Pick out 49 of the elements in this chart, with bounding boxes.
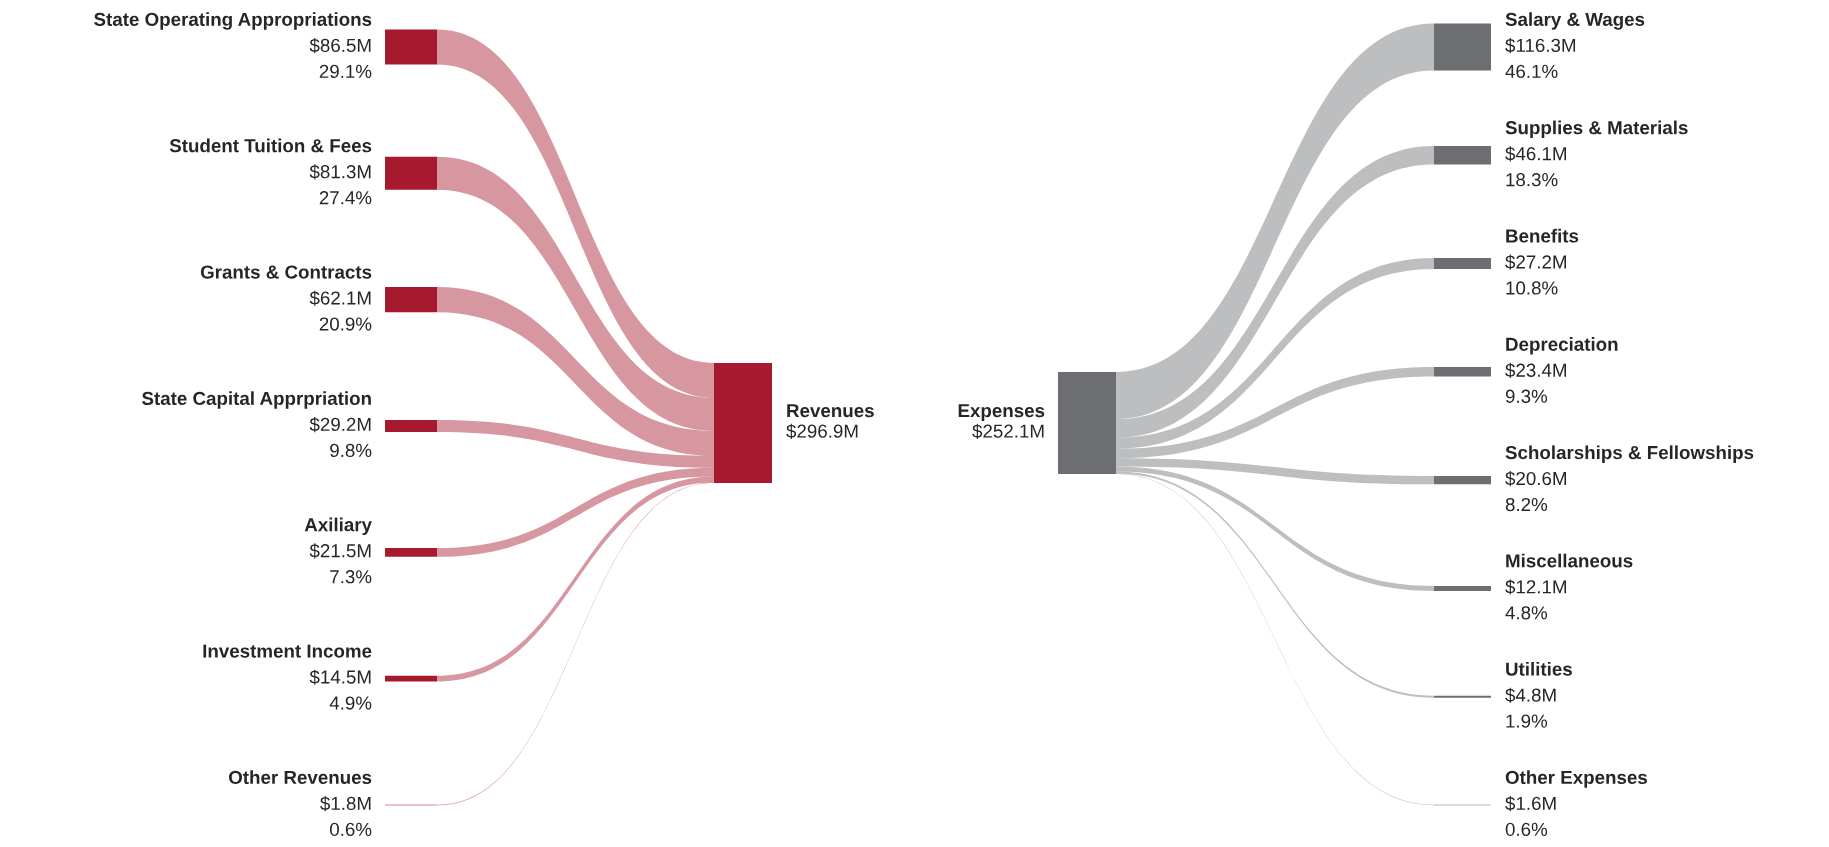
data-label: $14.5M: [309, 669, 371, 685]
data-label: $46.1M: [1505, 146, 1566, 162]
data-label: $23.4M: [1505, 362, 1566, 379]
category-label: Investment Income: [203, 644, 372, 658]
category-label: State Operating Appropriations: [94, 12, 372, 30]
text: 10.8%: [1506, 281, 1558, 295]
category-label: Miscellaneous: [1506, 553, 1633, 568]
category-label: Utilities: [1506, 661, 1572, 676]
text: 8.2%: [1505, 497, 1548, 512]
data-label: $21.5M: [309, 543, 371, 559]
data-label: $4.8M: [1505, 687, 1556, 703]
data-label: $86.5M: [309, 37, 371, 54]
category-label: Student Tuition & Fees: [169, 138, 372, 153]
category-label: Scholarships & Fellowships: [1505, 445, 1754, 463]
text: 46.1%: [1505, 64, 1558, 79]
text: 4.8%: [1505, 606, 1548, 620]
data-label: $29.2M: [309, 416, 371, 433]
text: 7.3%: [330, 570, 372, 584]
data-label: $20.6M: [1505, 471, 1566, 487]
category-label: Depreciation: [1506, 337, 1618, 355]
text: $296.9M: [786, 423, 858, 439]
text: Revenues: [787, 404, 874, 418]
category-label: Other Revenues: [228, 770, 372, 785]
text: 0.6%: [330, 822, 372, 837]
text: 18.3%: [1506, 173, 1558, 187]
category-label: Axiliary: [304, 517, 372, 536]
category-label: Other Expenses: [1505, 770, 1647, 788]
text: $252.1M: [972, 423, 1044, 439]
data-label: $27.2M: [1505, 254, 1566, 270]
text: 9.8%: [330, 443, 372, 458]
text: 1.9%: [1506, 714, 1548, 728]
text: 29.1%: [319, 64, 372, 79]
data-label: $116.3M: [1505, 37, 1576, 54]
text: 20.9%: [319, 317, 372, 331]
category-label: Benefits: [1506, 228, 1579, 243]
text: 0.6%: [1505, 822, 1548, 837]
category-label: Supplies & Materials: [1505, 120, 1688, 139]
category-label: Salary & Wages: [1505, 12, 1645, 30]
data-label: $12.1M: [1505, 579, 1566, 595]
text: 4.9%: [329, 696, 372, 710]
text: Expenses: [958, 404, 1045, 421]
data-label: $62.1M: [309, 290, 371, 306]
text: 9.3%: [1505, 389, 1548, 403]
text: 27.4%: [319, 191, 372, 205]
data-label: $1.8M: [320, 795, 371, 812]
category-label: State Capital Apprpriation: [141, 391, 371, 409]
data-label: $1.6M: [1505, 795, 1556, 812]
category-label: Grants & Contracts: [200, 265, 372, 279]
data-label: $81.3M: [309, 164, 371, 180]
